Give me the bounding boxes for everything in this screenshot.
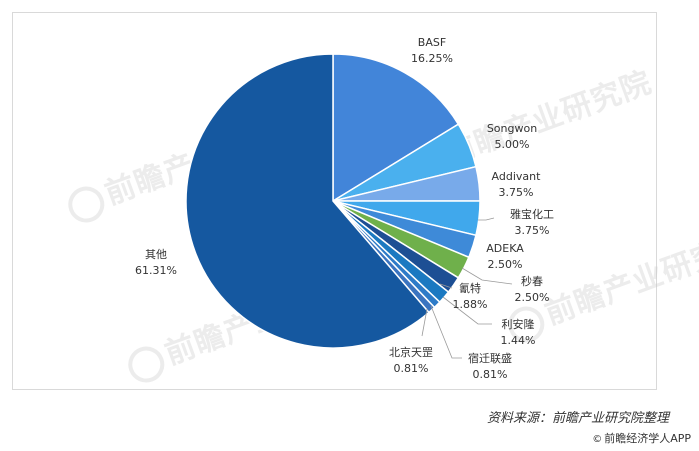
slice-value-label: 2.50% (515, 291, 550, 304)
slice-value-label: 5.00% (495, 138, 530, 151)
slice-name-label: 秒春 (521, 274, 543, 288)
app-credit-text: 前瞻经济学人APP (604, 432, 691, 445)
slice-name-label: ADEKA (486, 242, 524, 255)
pie-slices (185, 53, 481, 349)
slice-value-label: 3.75% (499, 186, 534, 199)
leader-line (461, 267, 513, 285)
source-note: 资料来源：前瞻产业研究院整理 (486, 411, 669, 426)
slice-name-label: 宿迁联盛 (468, 351, 512, 365)
pie-slice (185, 53, 430, 349)
slice-value-label: 1.44% (501, 334, 536, 347)
slice-name-label: 其他 (145, 248, 167, 261)
pie-slice (332, 53, 460, 203)
slice-value-label: 0.81% (473, 368, 508, 381)
slice-name-label: 北京天罡 (389, 345, 433, 359)
slice-value-label: 2.50% (488, 258, 523, 271)
slice-labels: BASF 16.25% Songwon 5.00% Addivant 3.75% 雅宝化工 3… (135, 36, 554, 381)
app-credit: © 前瞻经济学人APP (592, 430, 691, 446)
slice-name-label: BASF (418, 36, 446, 49)
slice-name-label: 利安隆 (502, 317, 535, 331)
slice-name-label: Addivant (492, 170, 542, 183)
leader-lines (421, 217, 513, 359)
leader-line (430, 305, 462, 359)
leader-line (478, 217, 495, 221)
leader-line (421, 308, 428, 337)
slice-value-label: 3.75% (515, 224, 550, 237)
leader-line (442, 296, 492, 325)
slice-value-label: 1.88% (453, 298, 488, 311)
copyright-icon: © (592, 434, 603, 445)
leader-line (439, 283, 453, 289)
slice-value-label: 0.81% (394, 362, 429, 375)
slice-name-label: Songwon (487, 122, 537, 135)
slice-value-label: 61.31% (135, 264, 177, 277)
slice-name-label: 雅宝化工 (510, 207, 554, 221)
slice-value-label: 16.25% (411, 52, 453, 65)
slice-name-label: 氰特 (459, 281, 481, 295)
